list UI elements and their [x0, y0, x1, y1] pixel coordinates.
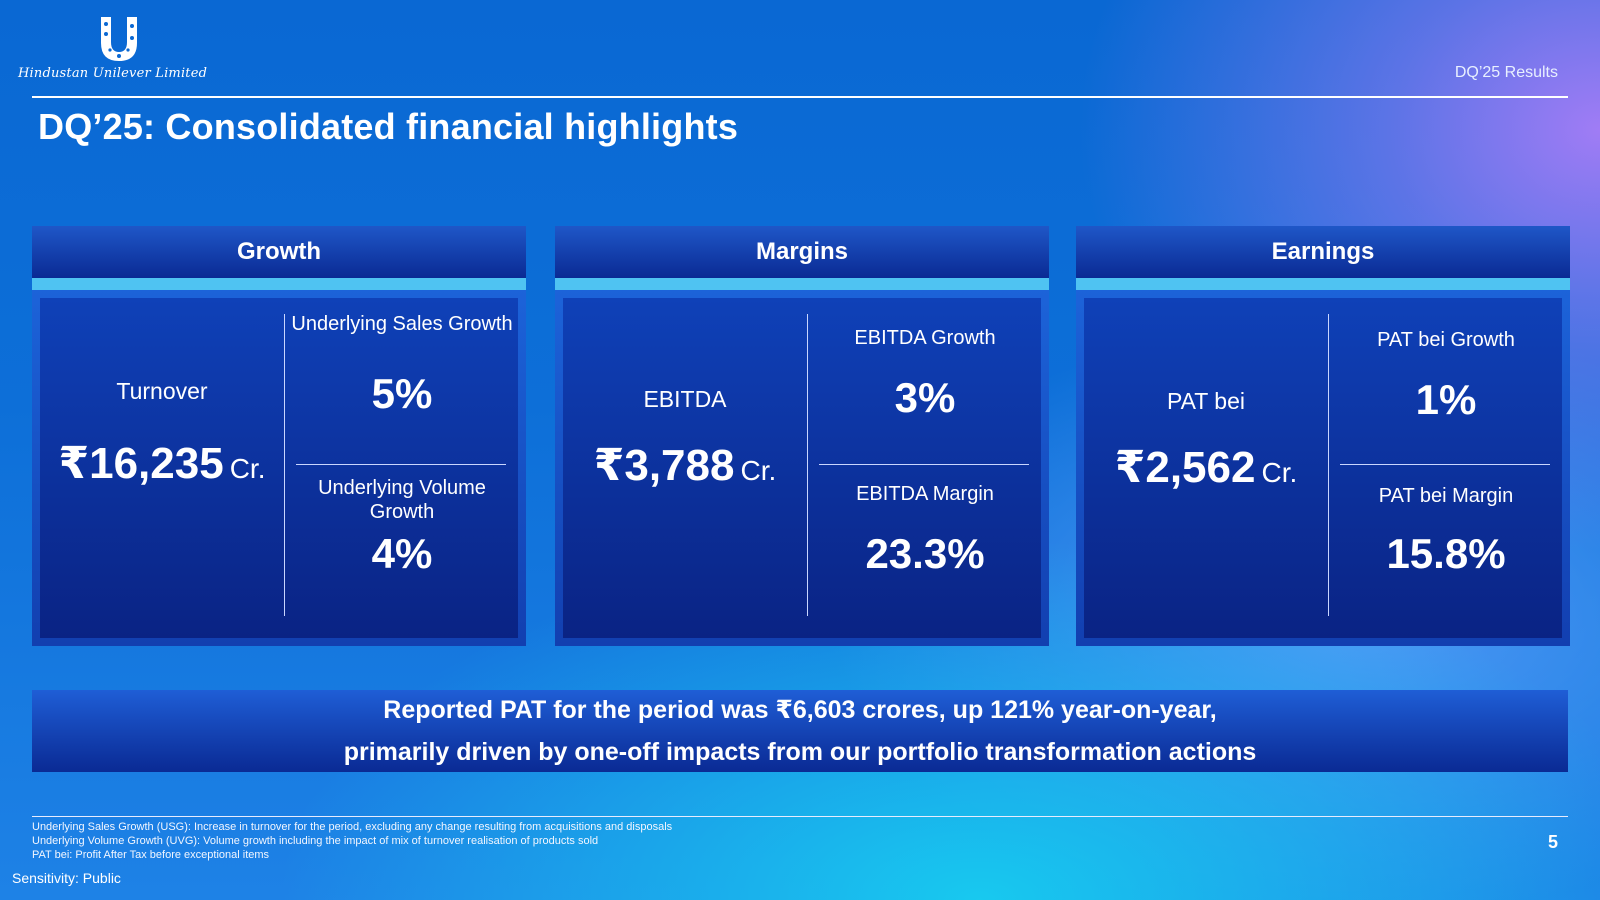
- ebitda-growth-value: 3%: [894, 374, 956, 421]
- panel-accent-strip: [32, 278, 526, 290]
- ebitda-label: EBITDA: [643, 386, 727, 412]
- pat-bei-value: ₹2,562 Cr.: [1114, 443, 1298, 492]
- turnover-label: Turnover: [116, 378, 208, 404]
- company-logo: Hindustan Unilever Limited: [18, 14, 208, 81]
- panel-accent-strip: [555, 278, 1049, 290]
- report-label: DQ’25 Results: [1454, 64, 1558, 81]
- page-title: DQ’25: Consolidated financial highlights: [38, 106, 739, 147]
- footnotes: Underlying Sales Growth (USG): Increase …: [32, 820, 672, 862]
- sensitivity-label: Sensitivity: Public: [12, 870, 121, 886]
- pat-bei-growth-value: 1%: [1415, 376, 1477, 423]
- earnings-panel: Earnings PAT bei ₹2,562 Cr. PAT bei Growt…: [1076, 226, 1570, 646]
- panel-title: Margins: [555, 226, 1049, 278]
- company-name: Hindustan Unilever Limited: [18, 66, 208, 81]
- pat-bei-margin-value: 15.8%: [1386, 530, 1506, 577]
- unilever-u-icon: [101, 17, 137, 61]
- panel-title: Growth: [32, 226, 526, 278]
- pat-bei-growth-label: PAT bei Growth: [1377, 329, 1515, 351]
- ebitda-growth-label: EBITDA Growth: [854, 327, 996, 349]
- footnote-uvg: Underlying Volume Growth (UVG): Volume g…: [32, 835, 599, 847]
- turnover-value: ₹16,235 Cr.: [58, 439, 266, 488]
- panel-accent-strip: [1076, 278, 1570, 290]
- footer-divider: [32, 816, 1568, 817]
- margins-panel: Margins EBITDA ₹3,788 Cr. EBITDA Growth 3…: [555, 226, 1049, 646]
- panel-title: Earnings: [1076, 226, 1570, 278]
- banner-line-1: Reported PAT for the period was ₹6,603 c…: [383, 696, 1217, 724]
- usg-value: 5%: [371, 370, 433, 417]
- ebitda-margin-label: EBITDA Margin: [856, 483, 994, 505]
- banner-line-2: primarily driven by one-off impacts from…: [343, 738, 1257, 766]
- page-number: 5: [1547, 832, 1558, 852]
- ebitda-value: ₹3,788 Cr.: [593, 441, 777, 490]
- uvg-value: 4%: [371, 530, 433, 577]
- footnote-pat-bei: PAT bei: Profit After Tax before excepti…: [32, 849, 270, 861]
- uvg-label: Underlying Volume Growth: [318, 477, 486, 523]
- reported-pat-banner: Reported PAT for the period was ₹6,603 c…: [32, 690, 1568, 772]
- usg-label: Underlying Sales Growth: [291, 313, 513, 335]
- pat-bei-margin-label: PAT bei Margin: [1378, 485, 1514, 507]
- footnote-usg: Underlying Sales Growth (USG): Increase …: [32, 821, 673, 833]
- header-divider: [32, 96, 1568, 98]
- ebitda-margin-value: 23.3%: [865, 530, 985, 577]
- growth-panel: Growth Turnover ₹16,235 Cr. Underlying Sa…: [32, 226, 526, 646]
- pat-bei-label: PAT bei: [1167, 388, 1245, 414]
